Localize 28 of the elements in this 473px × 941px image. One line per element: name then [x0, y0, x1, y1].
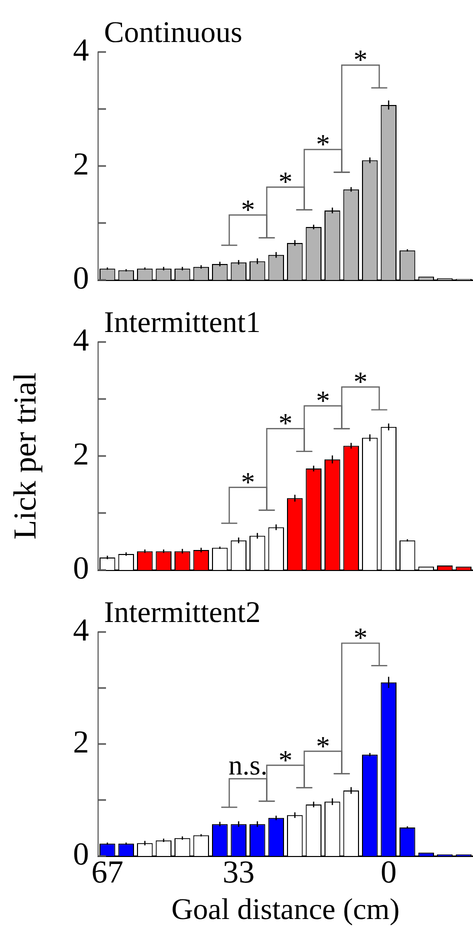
annotation: *: [316, 129, 330, 160]
x-tick-label: 33: [222, 853, 255, 890]
y-tick-label: 0: [73, 259, 89, 296]
chart-title: Continuous: [104, 16, 242, 49]
x-tick-label: 67: [91, 853, 124, 890]
annotation: *: [278, 408, 292, 440]
y-tick-label: 4: [73, 611, 89, 648]
annotation: n.s.: [228, 750, 268, 782]
y-tick-label: 2: [73, 435, 89, 472]
chart-title: Intermittent2: [104, 596, 261, 629]
annotation: *: [354, 623, 368, 654]
y-tick-label: 2: [73, 723, 89, 760]
x-tick-label: 0: [380, 853, 397, 890]
annotation: *: [316, 731, 330, 762]
annotation: *: [278, 167, 292, 198]
annotation: *: [354, 367, 368, 398]
annotation: *: [354, 45, 368, 76]
y-tick-label: 0: [73, 549, 89, 586]
chart-title: Intermittent1: [104, 306, 261, 339]
y-tick-label: 2: [73, 145, 89, 182]
annotation: *: [316, 386, 330, 417]
y-tick-label: 4: [73, 321, 89, 358]
annotation: *: [241, 195, 255, 226]
y-axis-title: Lick per trial: [6, 372, 43, 540]
annotation: *: [278, 745, 292, 776]
y-tick-label: 4: [73, 31, 89, 68]
annotation: *: [241, 467, 255, 498]
x-axis-title: Goal distance (cm): [171, 892, 400, 926]
